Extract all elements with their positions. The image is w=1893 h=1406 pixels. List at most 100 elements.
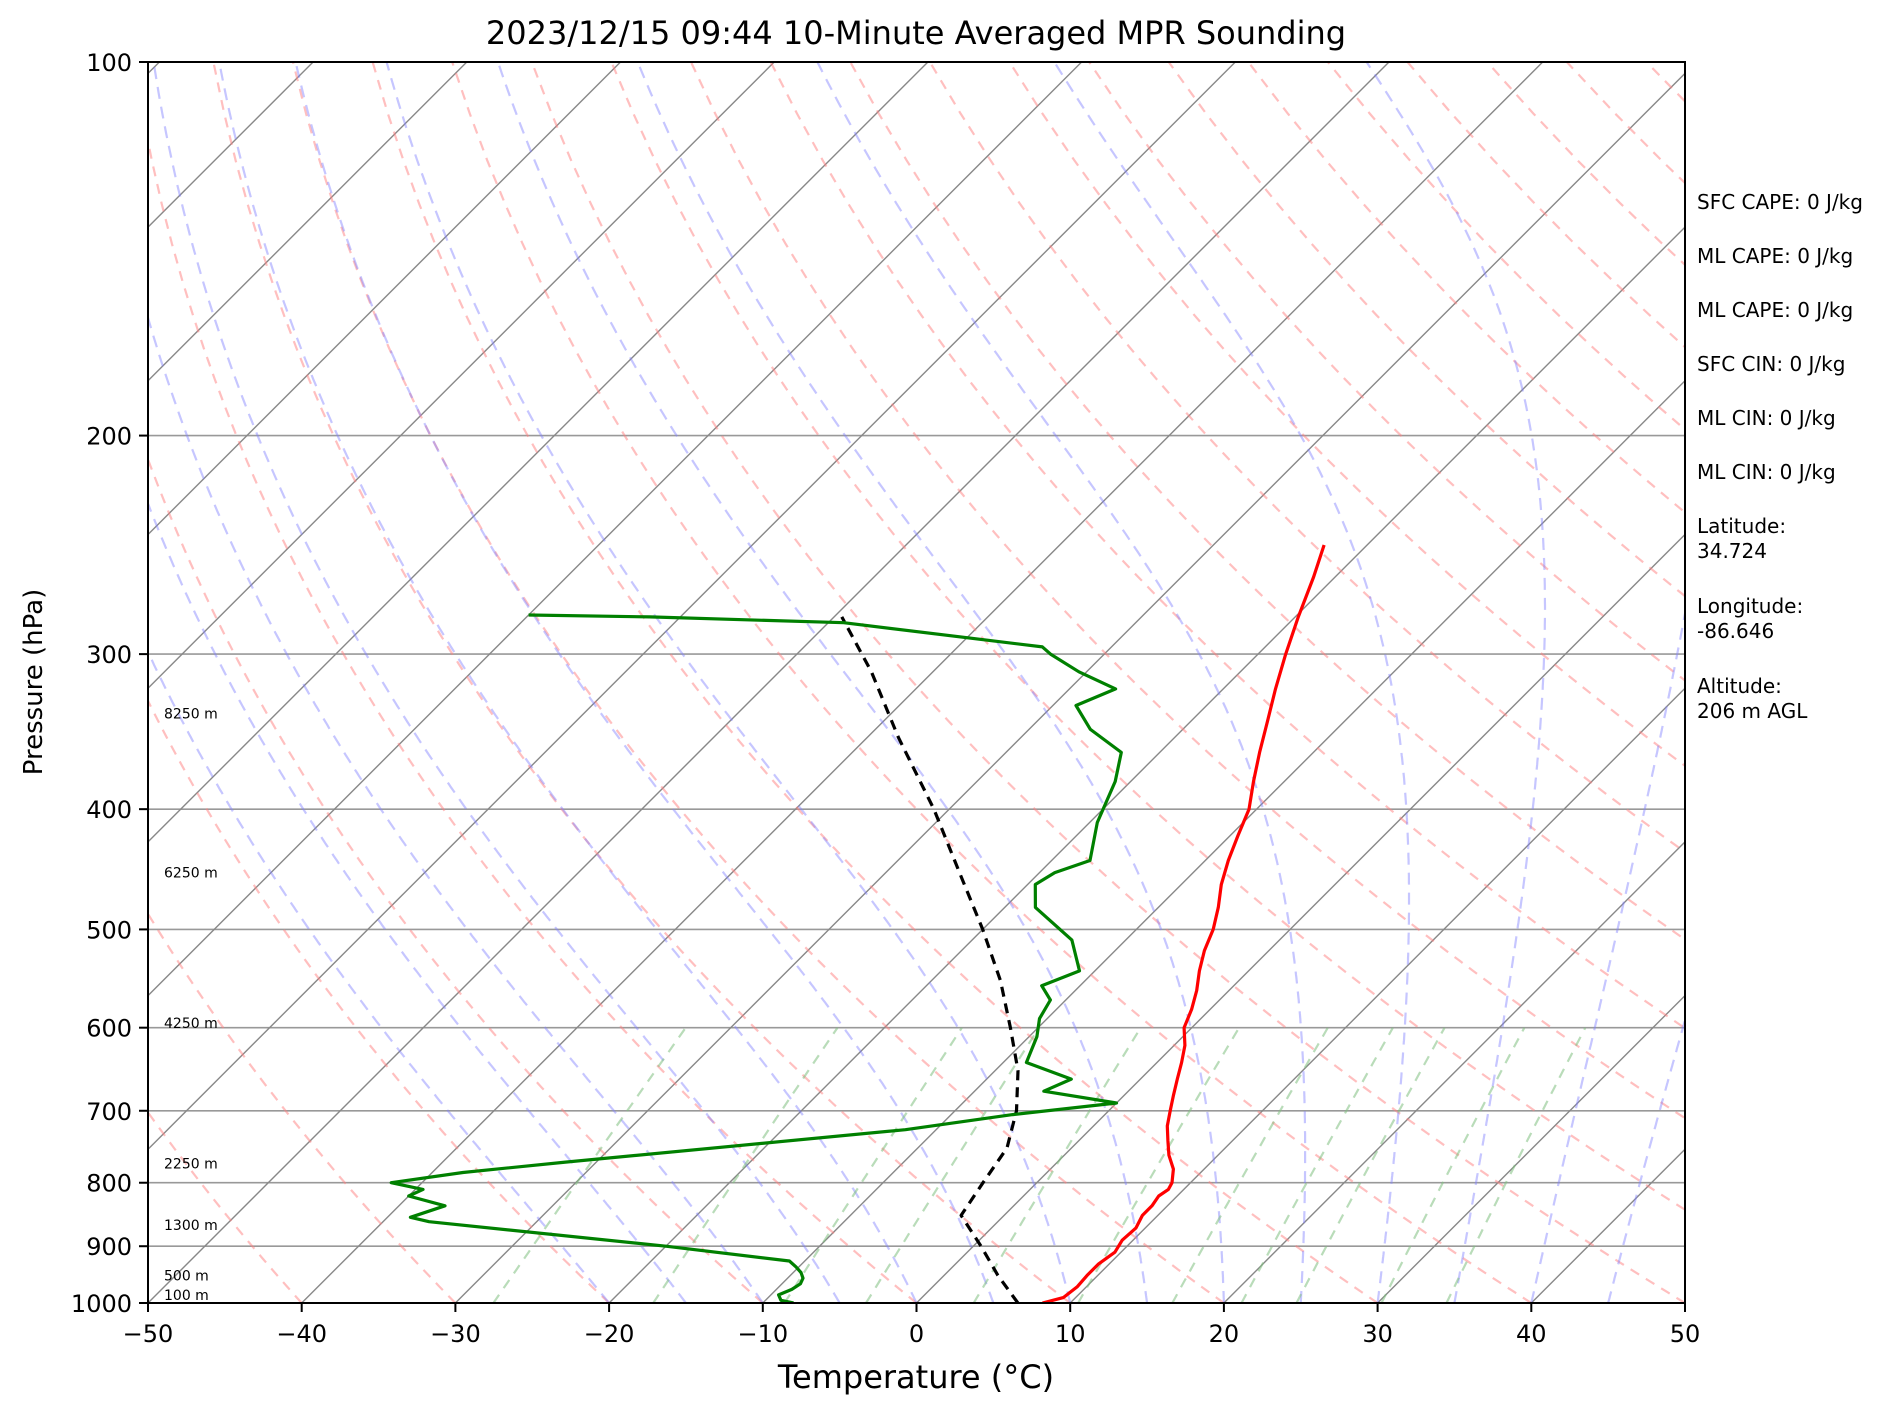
chart-title: 2023/12/15 09:44 10-Minute Averaged MPR … (486, 14, 1346, 52)
moist-adiabat-line (148, 500, 687, 1303)
plot-frame (147, 61, 1686, 1304)
side-info-entry: SFC CAPE: 0 J/kg (1697, 190, 1863, 214)
x-tick-label: −40 (276, 1320, 327, 1348)
side-info-entry: ML CAPE: 0 J/kg (1697, 298, 1853, 322)
side-info-panel: SFC CAPE: 0 J/kg ML CAPE: 0 J/kg ML CAPE: … (1697, 190, 1863, 723)
side-info-entry: Latitude: 34.724 (1697, 514, 1786, 563)
dry-adiabat-line (849, 62, 1685, 941)
y-tick-label: 500 (86, 916, 132, 944)
isotherm-line (148, 62, 1390, 1303)
mixing-ratio-line (492, 1027, 687, 1303)
dry-adiabat-line (610, 62, 1685, 1211)
mixing-ratio-line (1240, 1027, 1394, 1303)
temperature-line (1042, 544, 1326, 1303)
side-info-entry: Altitude: 206 m AGL (1697, 674, 1808, 723)
y-tick-label: 700 (86, 1098, 132, 1126)
mixing-ratio-line (865, 1027, 1040, 1303)
isotherm-line (301, 62, 1544, 1303)
height-label: 6250 m (164, 866, 218, 882)
x-tick-label: 50 (1670, 1320, 1701, 1348)
isotherm-line (916, 533, 1685, 1303)
moist-adiabat-line (496, 62, 1149, 1303)
mixing-ratio-line (1445, 1027, 1587, 1303)
y-axis-label: Pressure (hPa) (19, 589, 49, 776)
height-label: 500 m (164, 1268, 209, 1284)
y-tick-label: 800 (86, 1170, 132, 1198)
x-tick-label: −20 (584, 1320, 635, 1348)
height-label: 100 m (164, 1288, 209, 1304)
isotherm-line (1069, 687, 1685, 1303)
isotherm-line (454, 72, 1685, 1303)
isotherm-line (0, 62, 6, 1303)
height-label: 4250 m (164, 1016, 218, 1032)
isotherm-line (608, 226, 1685, 1303)
dry-adiabat-line (291, 62, 1225, 1303)
isotherm-line (148, 62, 1236, 1151)
side-info-entry: SFC CIN: 0 J/kg (1697, 352, 1845, 376)
moist-adiabat-line (1365, 62, 1547, 1303)
side-info-entry: ML CIN: 0 J/kg (1697, 460, 1836, 484)
isotherm-line (148, 62, 1083, 997)
dry-adiabat-line (148, 698, 610, 1303)
y-tick-label: 300 (86, 641, 132, 669)
y-tick-label: 900 (86, 1233, 132, 1261)
moist-adiabat-line (636, 62, 1225, 1303)
side-info-entry: Longitude: -86.646 (1697, 594, 1803, 643)
dry-adiabat-line (148, 1110, 303, 1303)
y-tick-label: 100 (86, 49, 132, 77)
side-info-entry: ML CAPE: 0 J/kg (1697, 244, 1853, 268)
mixing-ratio-line (1077, 1027, 1241, 1303)
height-label: 1300 m (164, 1218, 218, 1234)
dry-adiabat-line (148, 911, 457, 1303)
x-axis-ticks: −50 −40 −30 −20 −10 0 10 20 30 40 50 (123, 1303, 1701, 1348)
height-label: 2250 m (164, 1157, 218, 1173)
dry-adiabat-line (530, 62, 1685, 1303)
background-lines (0, 62, 1685, 1303)
isotherm-line (148, 62, 775, 690)
isotherm-line (1223, 840, 1685, 1303)
moist-adiabat-line (1530, 607, 1685, 1303)
profile-lines (389, 544, 1326, 1303)
mixing-ratio-line (1171, 1027, 1329, 1303)
isotherm-line (1377, 994, 1685, 1303)
y-tick-label: 200 (86, 423, 132, 451)
y-tick-label: 600 (86, 1015, 132, 1043)
dry-adiabat-line (148, 135, 918, 1303)
x-tick-label: 10 (1055, 1320, 1086, 1348)
mixing-ratio-line (972, 1027, 1142, 1303)
x-tick-label: −50 (123, 1320, 174, 1348)
moist-adiabat-line (1053, 62, 1411, 1303)
dry-adiabat-line (371, 62, 1379, 1303)
dry-adiabat-line (769, 62, 1685, 1030)
x-tick-label: −30 (430, 1320, 481, 1348)
mixing-ratio-line (1295, 1027, 1446, 1303)
dry-adiabat-line (690, 62, 1685, 1120)
moist-adiabat-line (294, 62, 995, 1303)
moist-adiabat-line (218, 62, 918, 1303)
mixing-ratio-line (1380, 1027, 1526, 1303)
x-tick-label: −10 (737, 1320, 788, 1348)
isotherm-line (762, 379, 1685, 1303)
x-tick-label: 0 (909, 1320, 924, 1348)
moist-adiabat-line (1607, 1016, 1685, 1303)
moist-adiabat-line (385, 62, 1072, 1303)
x-tick-label: 40 (1516, 1320, 1547, 1348)
x-tick-label: 30 (1362, 1320, 1393, 1348)
height-labels: 100 m 500 m 1300 m 2250 m 4250 m 6250 m 8250 m (164, 707, 218, 1304)
y-tick-label: 1000 (71, 1290, 132, 1318)
dry-adiabat-line (1088, 62, 1685, 682)
x-tick-label: 20 (1209, 1320, 1240, 1348)
dry-adiabat-line (451, 62, 1532, 1303)
dry-adiabat-line (928, 62, 1685, 854)
isotherm-line (148, 62, 621, 536)
dry-adiabat-line (148, 456, 764, 1303)
x-axis-label: Temperature (°C) (777, 1358, 1054, 1396)
y-axis-ticks: 100 200 300 400 500 600 700 800 900 1000 (71, 49, 148, 1318)
moist-adiabat-line (152, 62, 841, 1303)
isotherm-line (148, 62, 468, 382)
dry-adiabat-line (212, 62, 1071, 1303)
isotherm-line (148, 62, 929, 843)
parcel-profile-line (840, 616, 1020, 1303)
moist-adiabat-line (148, 313, 764, 1303)
mixing-ratio-line (783, 1027, 963, 1303)
